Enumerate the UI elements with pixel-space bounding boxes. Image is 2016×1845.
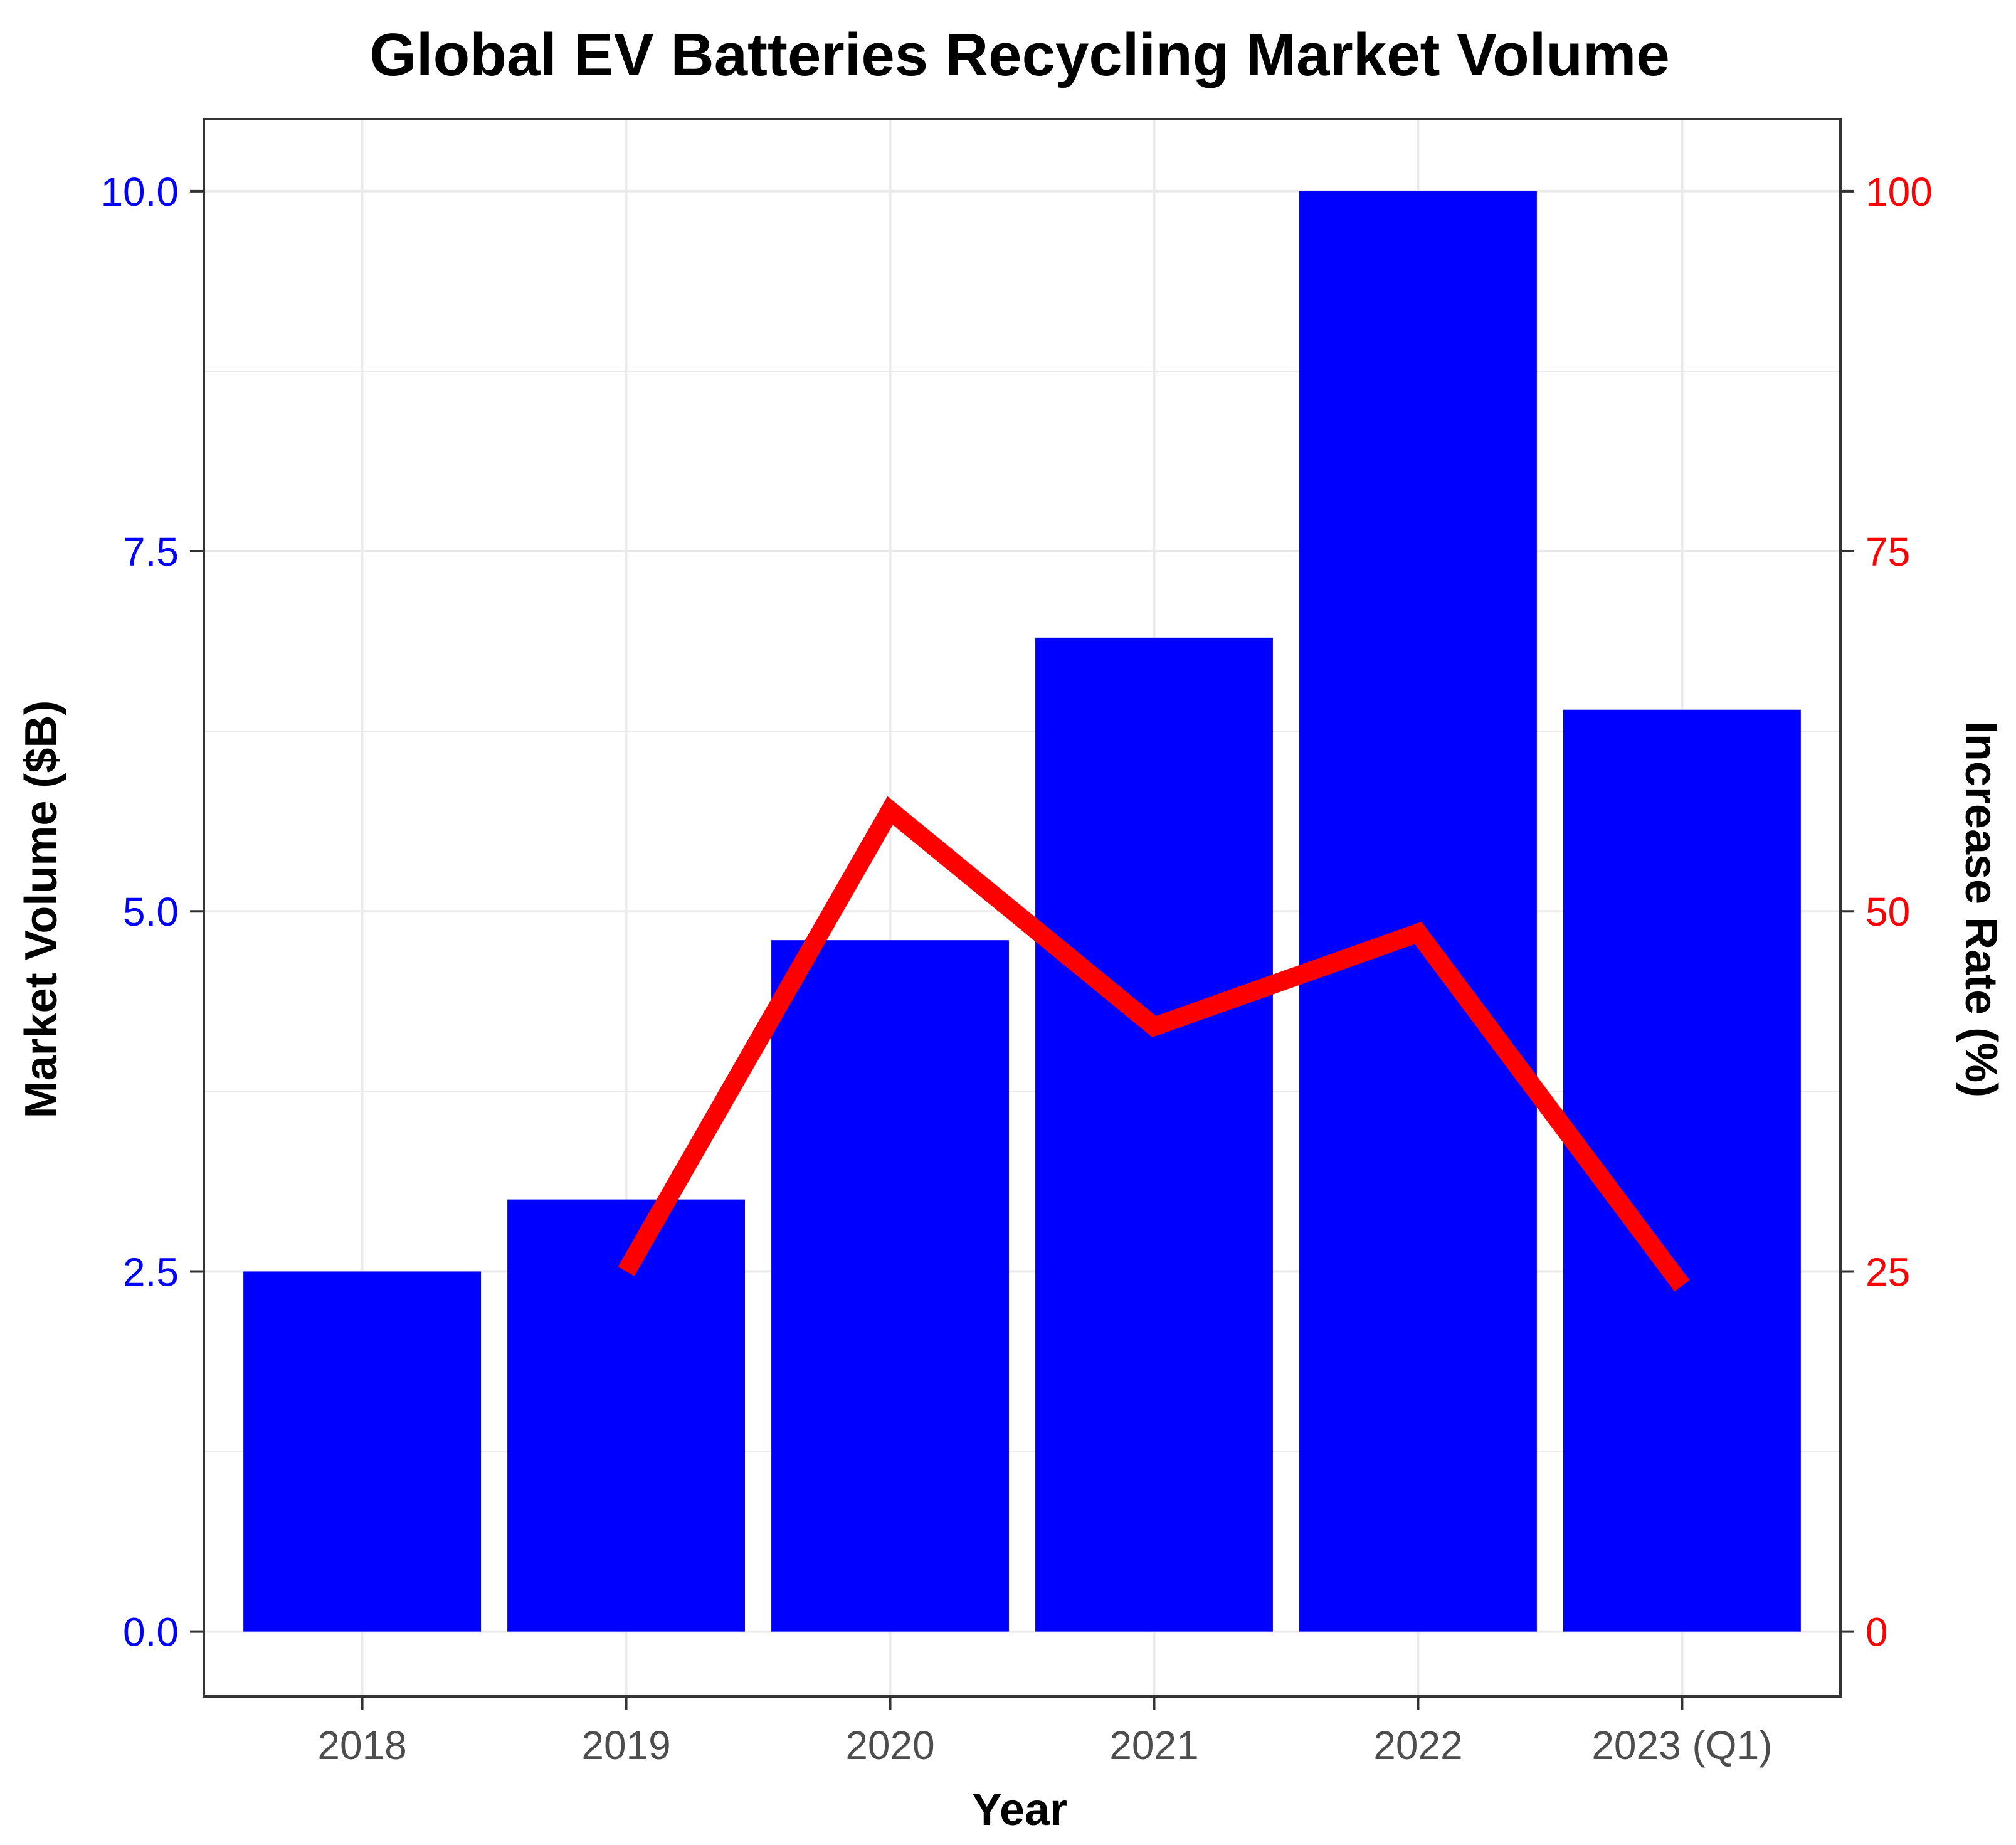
- y-axis-title-left: Market Volume ($B): [16, 700, 66, 1119]
- y-tick-label-right: 75: [1866, 529, 1910, 574]
- x-tick-label: 2023 (Q1): [1591, 1723, 1772, 1768]
- y-tick-label-right: 100: [1866, 169, 1933, 214]
- chart-title: Global EV Batteries Recycling Market Vol…: [369, 21, 1670, 88]
- y-tick-label-left: 0.0: [123, 1610, 179, 1655]
- x-tick-label: 2018: [317, 1723, 406, 1768]
- y-tick-label-right: 0: [1866, 1610, 1888, 1655]
- y-tick-label-left: 5.0: [123, 889, 179, 934]
- x-tick-label: 2020: [845, 1723, 934, 1768]
- y-axis-title-right: Increase Rate (%): [1956, 721, 2006, 1097]
- bar-2019: [507, 1199, 745, 1632]
- bar-2022: [1299, 191, 1537, 1632]
- x-axis-title: Year: [972, 1785, 1067, 1835]
- plot-border: [203, 118, 1842, 1698]
- y-tick-label-left: 7.5: [123, 529, 179, 574]
- bar-2018: [243, 1271, 482, 1632]
- x-tick-label: 2021: [1109, 1723, 1198, 1768]
- bar-2021: [1035, 637, 1273, 1632]
- bar-2020: [771, 940, 1009, 1632]
- y-tick-label-right: 25: [1866, 1249, 1910, 1294]
- x-tick-label: 2019: [581, 1723, 670, 1768]
- x-tick-label: 2022: [1373, 1723, 1462, 1768]
- axes: 0.0 2.5 5.0 7.5 10.0 0 25 50 75 100 2018 2019 2020 20…: [100, 118, 1933, 1768]
- y-tick-label-left: 2.5: [123, 1249, 179, 1294]
- y-tick-label-left: 10.0: [100, 169, 179, 214]
- increase-rate-line: [618, 796, 1690, 1292]
- y-tick-label-right: 50: [1866, 889, 1910, 934]
- rate-line-group: [618, 796, 1690, 1292]
